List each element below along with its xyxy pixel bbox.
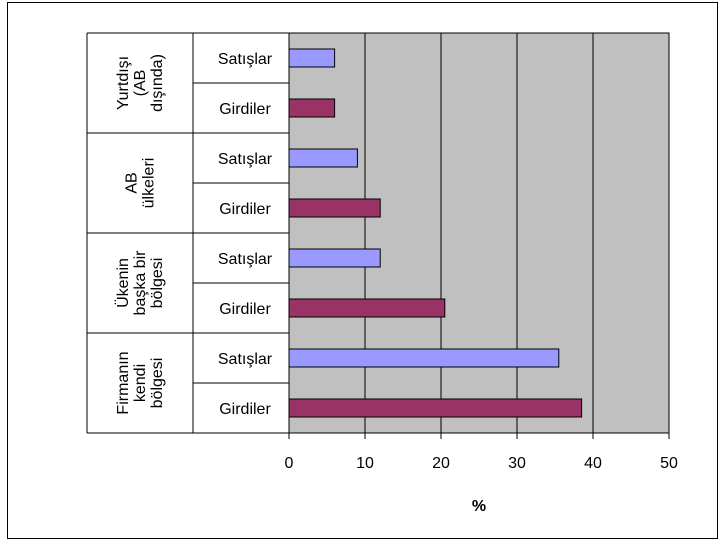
- bar-satislar: [288, 348, 560, 368]
- subcategory-label: Girdiler: [219, 301, 271, 318]
- group-label-line: ülkeleri: [141, 158, 158, 209]
- x-tick-label: 20: [432, 455, 450, 472]
- subcategory-label: Satışlar: [218, 151, 273, 168]
- x-axis-title: %: [472, 498, 486, 515]
- group-label: Firmanınkendibölgesi: [115, 351, 166, 414]
- subcategory-label: Satışlar: [218, 351, 273, 368]
- bar-girdiler: [288, 98, 336, 118]
- group-label-line: bölgesi: [149, 358, 166, 409]
- group-label: Ükeninbaşka birbölgesi: [114, 250, 166, 316]
- group-label-line: başka bir: [132, 250, 149, 316]
- bar-girdiler: [288, 198, 381, 218]
- group-label-line: dışında): [149, 54, 166, 112]
- x-tick-label: 30: [508, 455, 526, 472]
- group-label-line: Ükenin: [114, 258, 132, 308]
- group-label-line: kendi: [132, 364, 149, 402]
- bar-satislar: [288, 48, 336, 68]
- group-label-line: AB: [124, 172, 141, 193]
- x-tick-label: 40: [584, 455, 602, 472]
- subcategory-label: Girdiler: [219, 101, 271, 118]
- bar-satislar: [288, 248, 381, 268]
- plot-area: [289, 33, 669, 433]
- subcategory-label: Satışlar: [218, 51, 273, 68]
- value-axis: 0 10 20 30 40 50: [285, 432, 678, 472]
- category-axis: Yurtdışı(ABdışında) Satışlar Girdiler ABülk…: [86, 32, 289, 434]
- bar-girdiler: [288, 398, 583, 418]
- x-tick-label: 50: [660, 455, 678, 472]
- bar-satislar: [288, 148, 358, 168]
- group-label: ABülkeleri: [124, 158, 158, 209]
- group-label-line: Firmanın: [115, 351, 132, 414]
- subcategory-label: Girdiler: [219, 401, 271, 418]
- group-label: Yurtdışı(ABdışında): [115, 54, 166, 112]
- bar-girdiler: [288, 298, 446, 318]
- group-label-line: Yurtdışı: [115, 56, 132, 110]
- group-label-line: (AB: [132, 70, 149, 97]
- x-tick-label: 10: [356, 455, 374, 472]
- bars: [288, 48, 583, 418]
- subcategory-label: Satışlar: [218, 251, 273, 268]
- group-label-line: bölgesi: [149, 258, 166, 309]
- x-tick-label: 0: [285, 455, 294, 472]
- subcategory-label: Girdiler: [219, 201, 271, 218]
